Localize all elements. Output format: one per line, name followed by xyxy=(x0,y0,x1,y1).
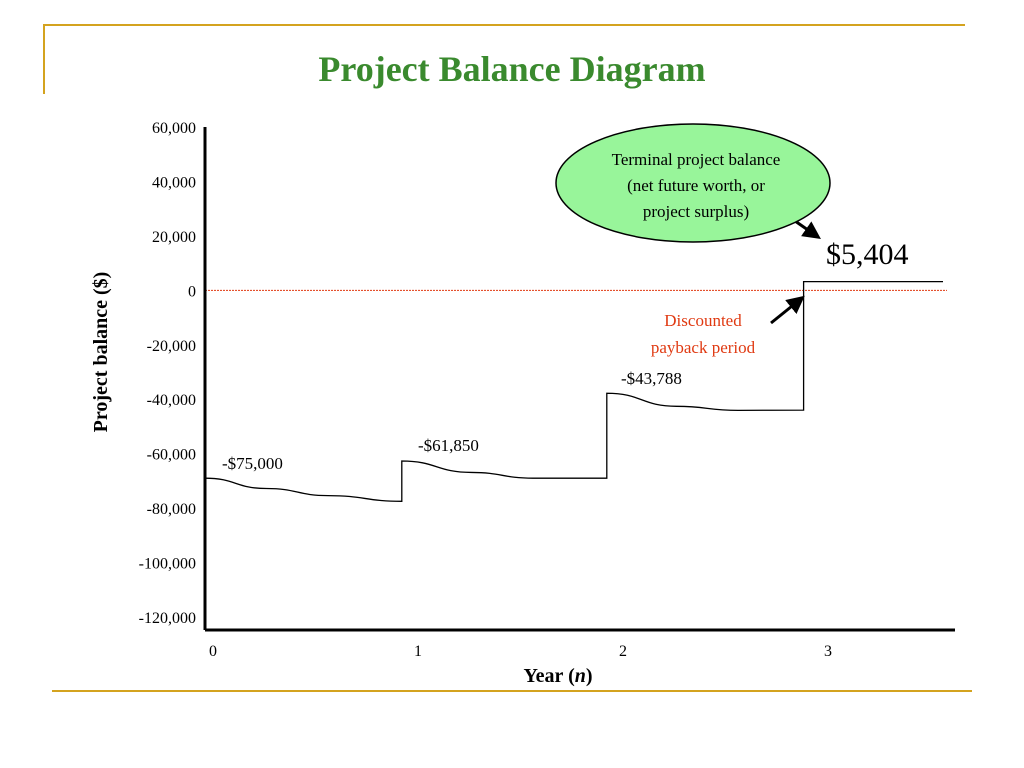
annotation-year-1-balance: -$61,850 xyxy=(418,436,479,455)
callout-line-2: (net future worth, or xyxy=(627,176,765,195)
y-tick-label: -80,000 xyxy=(147,501,196,518)
y-axis-label: Project balance ($) xyxy=(90,272,112,433)
x-tick-labels: 0 1 2 3 xyxy=(209,643,832,660)
y-tick-label: -60,000 xyxy=(147,447,196,464)
x-tick-label: 3 xyxy=(824,643,832,660)
frame-top-rule xyxy=(43,24,965,26)
annotation-discounted-payback-line2: payback period xyxy=(651,338,756,357)
annotation-year-2-balance: -$43,788 xyxy=(621,369,682,388)
callout-line-3: project surplus) xyxy=(643,202,749,221)
x-tick-label: 2 xyxy=(619,643,627,660)
y-tick-label: -40,000 xyxy=(147,392,196,409)
project-balance-line xyxy=(204,280,943,502)
annotation-year-0-balance: -$75,000 xyxy=(222,454,283,473)
y-tick-label: -100,000 xyxy=(139,556,196,573)
payback-period-arrow xyxy=(770,295,805,325)
frame-bottom-rule xyxy=(52,690,972,692)
slide-title: Project Balance Diagram xyxy=(318,49,706,89)
callout-line-1: Terminal project balance xyxy=(612,150,781,169)
y-tick-label: 0 xyxy=(188,283,196,300)
annotation-discounted-payback-line1: Discounted xyxy=(664,311,742,330)
y-tick-label: 20,000 xyxy=(152,229,196,246)
annotation-terminal-value: $5,404 xyxy=(826,238,909,271)
y-tick-label: -20,000 xyxy=(147,338,196,355)
terminal-balance-callout-bubble xyxy=(555,123,831,243)
x-axis-label-prefix: Year ( xyxy=(523,665,575,687)
frame-left-rule xyxy=(43,24,45,94)
x-tick-label: 1 xyxy=(414,643,422,660)
x-axis-label-suffix: ) xyxy=(586,665,593,687)
x-tick-label: 0 xyxy=(209,643,217,660)
y-tick-labels: 60,000 40,000 20,000 0 -20,000 -40,000 -60,000… xyxy=(139,120,196,627)
y-tick-label: -120,000 xyxy=(139,610,196,627)
y-tick-label: 60,000 xyxy=(152,120,196,137)
x-axis-label-var: n xyxy=(575,665,586,687)
y-tick-label: 40,000 xyxy=(152,174,196,191)
x-axis-label: Year (n) xyxy=(523,665,592,687)
